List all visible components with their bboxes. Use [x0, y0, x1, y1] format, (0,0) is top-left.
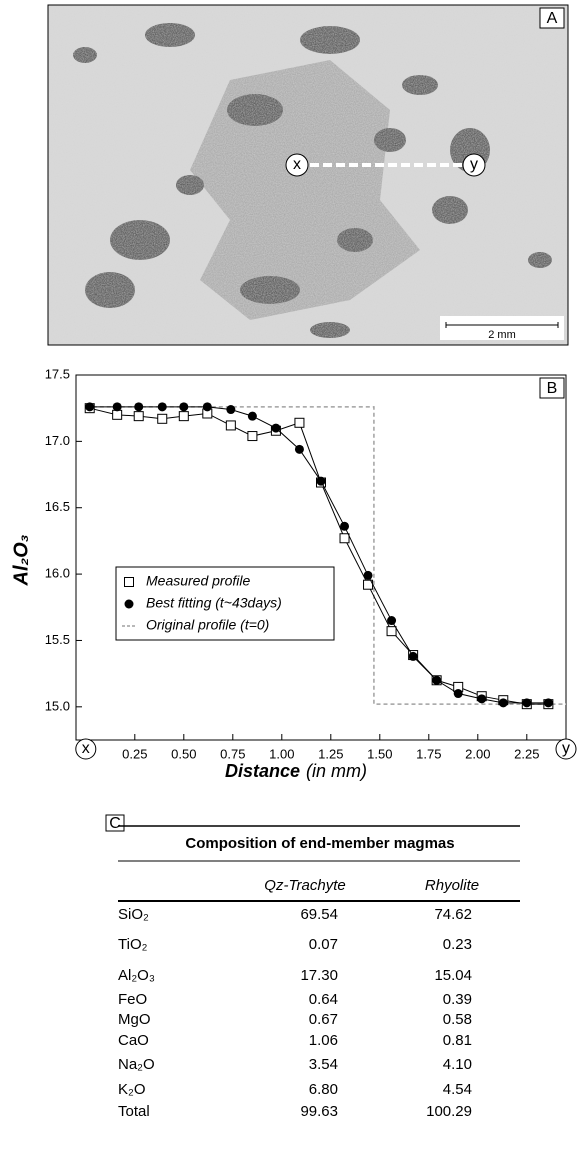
data-point [364, 571, 373, 580]
cell: 99.63 [300, 1103, 338, 1120]
row-label: CaO [118, 1032, 149, 1049]
row-label: SiO₂ [118, 906, 149, 923]
cell: 0.39 [443, 991, 472, 1008]
x-axis-unit: (in mm) [306, 761, 367, 781]
y-tick-label: 16.0 [45, 566, 70, 581]
cell: 69.54 [300, 906, 338, 923]
data-point [226, 405, 235, 414]
panel-label: B [547, 380, 558, 397]
row-label: MgO [118, 1011, 151, 1028]
x-tick-label: 1.25 [318, 746, 343, 761]
table-title: Composition of end-member magmas [185, 835, 454, 852]
series-line [86, 407, 566, 704]
cell: 17.30 [300, 967, 338, 984]
x-axis-title: Distance [225, 761, 300, 781]
legend-swatch [125, 600, 134, 609]
legend-label: Original profile (t=0) [146, 617, 269, 633]
cell: 4.10 [443, 1056, 472, 1073]
row-label: K₂O [118, 1081, 146, 1098]
row-label: Al₂O₃ [118, 967, 155, 984]
x-tick-label: 0.75 [220, 746, 245, 761]
data-point [113, 410, 122, 419]
micrograph [48, 5, 568, 345]
legend-swatch [125, 578, 134, 587]
x-tick-label: y [562, 740, 570, 757]
data-point [499, 698, 508, 707]
data-point [409, 652, 418, 661]
cell: 0.07 [309, 936, 338, 953]
x-tick-label: 1.00 [269, 746, 294, 761]
plot-frame [76, 375, 566, 740]
data-point [271, 424, 280, 433]
x-tick-label: x [82, 740, 90, 757]
cell: 0.67 [309, 1011, 338, 1028]
data-point [295, 418, 304, 427]
y-axis-title: Al₂O₃ [10, 534, 32, 586]
row-label: TiO₂ [118, 936, 148, 953]
column-header: Rhyolite [425, 877, 479, 894]
cell: 3.54 [309, 1056, 338, 1073]
cell: 100.29 [426, 1103, 472, 1120]
data-point [454, 689, 463, 698]
cell: 0.58 [443, 1011, 472, 1028]
x-tick-label: 0.50 [171, 746, 196, 761]
cell: 1.06 [309, 1032, 338, 1049]
x-tick-label: 2.25 [514, 746, 539, 761]
y-tick-label: 15.0 [45, 698, 70, 713]
cell: 0.23 [443, 936, 472, 953]
data-point [226, 421, 235, 430]
row-label: Total [118, 1103, 150, 1120]
data-point [387, 627, 396, 636]
data-point [477, 694, 486, 703]
data-point [387, 616, 396, 625]
data-point [432, 676, 441, 685]
scale-bar-label: 2 mm [488, 329, 516, 341]
cell: 4.54 [443, 1081, 472, 1098]
data-point [134, 412, 143, 421]
data-point [522, 698, 531, 707]
data-point [544, 698, 553, 707]
cell: 15.04 [434, 967, 472, 984]
y-tick-label: 16.5 [45, 499, 70, 514]
panel-label: A [547, 10, 558, 27]
column-header: Qz-Trachyte [264, 877, 345, 894]
cell: 0.81 [443, 1032, 472, 1049]
data-point [295, 445, 304, 454]
cell: 6.80 [309, 1081, 338, 1098]
y-tick-label: 17.0 [45, 433, 70, 448]
data-point [203, 402, 212, 411]
data-point [113, 402, 122, 411]
point-label: x [293, 156, 301, 173]
data-point [179, 412, 188, 421]
data-point [248, 412, 257, 421]
data-point [158, 414, 167, 423]
cell: 74.62 [434, 906, 472, 923]
cell: 0.64 [309, 991, 338, 1008]
point-label: y [470, 156, 478, 173]
data-point [340, 534, 349, 543]
x-tick-label: 1.75 [416, 746, 441, 761]
page: A x y 2 mm B Al₂O₃ Distance (in mm) C Co… [0, 0, 581, 1151]
y-tick-label: 17.5 [45, 366, 70, 381]
data-point [158, 402, 167, 411]
series-line [90, 407, 549, 703]
series-line [90, 408, 549, 704]
legend-label: Best fitting (t~43days) [146, 595, 282, 611]
row-label: Na₂O [118, 1056, 155, 1073]
x-tick-label: 2.00 [465, 746, 490, 761]
y-tick-label: 15.5 [45, 632, 70, 647]
panel-label: C [109, 815, 121, 832]
legend-label: Measured profile [146, 573, 250, 589]
data-point [85, 402, 94, 411]
row-label: FeO [118, 991, 147, 1008]
x-tick-label: 0.25 [122, 746, 147, 761]
figure: A x y 2 mm B Al₂O₃ Distance (in mm) C Co… [0, 0, 581, 1151]
x-tick-label: 1.50 [367, 746, 392, 761]
data-point [248, 432, 257, 441]
data-point [340, 522, 349, 531]
data-point [134, 402, 143, 411]
data-point [179, 402, 188, 411]
data-point [317, 477, 326, 486]
